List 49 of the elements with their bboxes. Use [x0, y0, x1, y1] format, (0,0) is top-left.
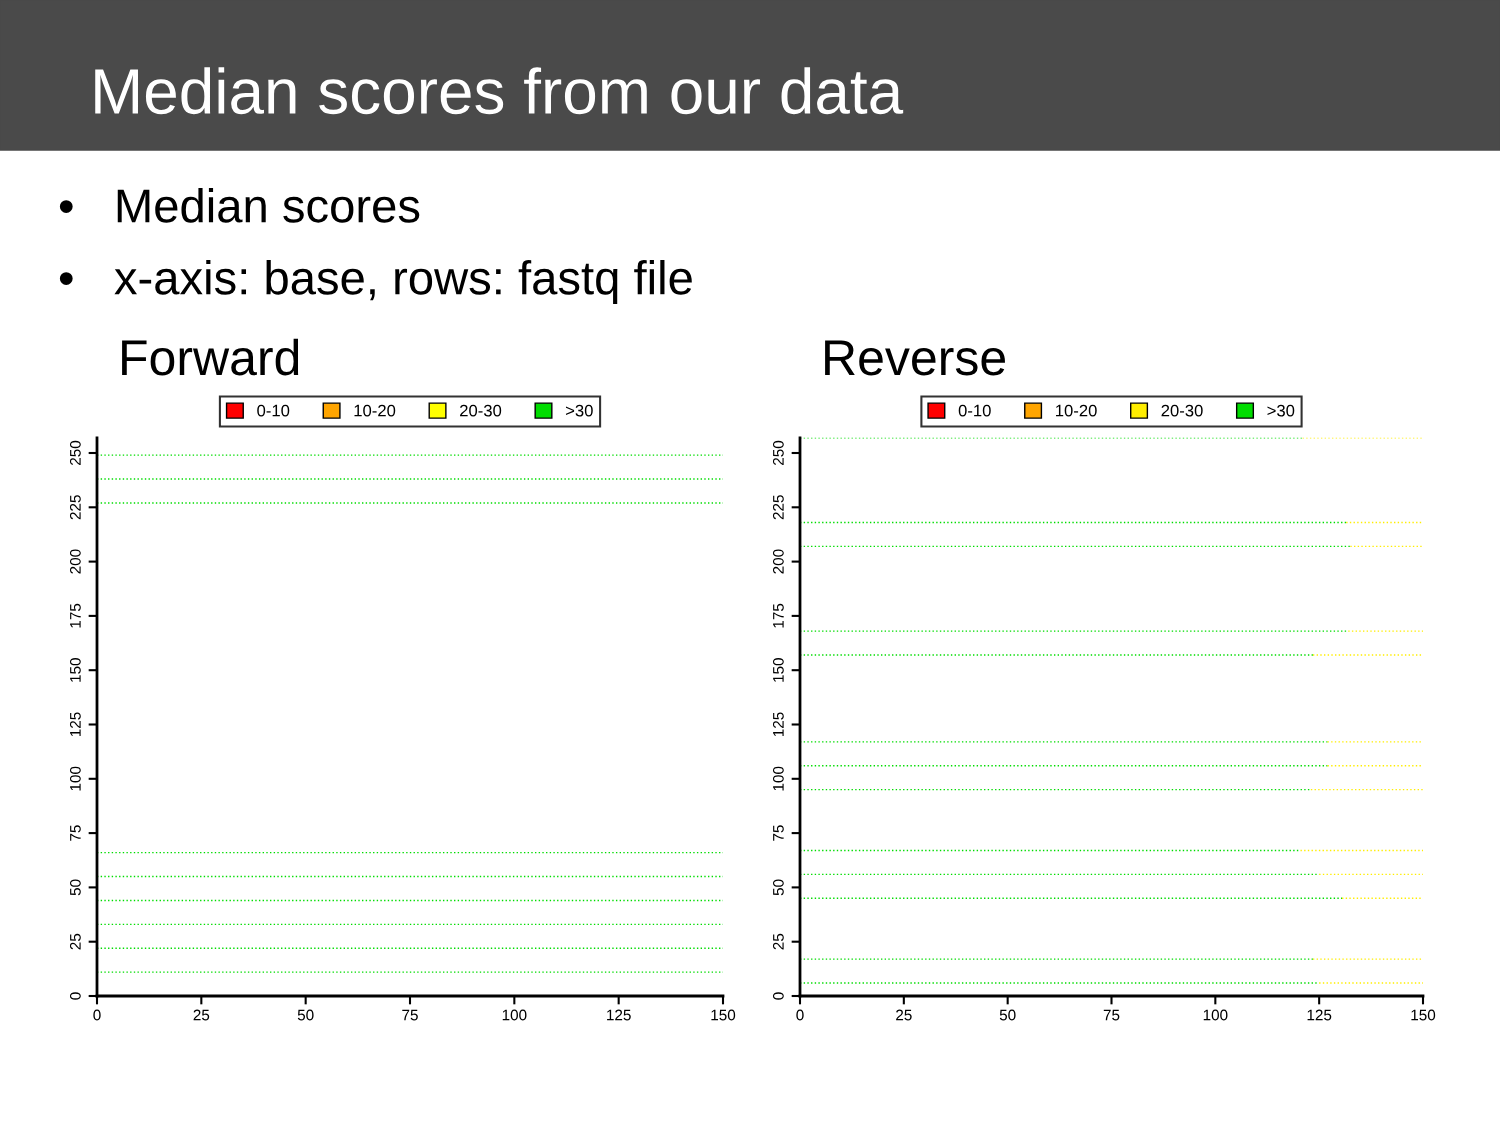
x-tick-label: 0 [93, 1009, 101, 1021]
y-tick-label: 50 [772, 879, 784, 896]
x-tick-label: 100 [1203, 1009, 1228, 1021]
x-tick-label: 150 [711, 1009, 736, 1021]
y-tick-label: 225 [772, 495, 784, 520]
text: • Median scores [59, 187, 420, 223]
y-tick-label: 200 [772, 549, 784, 574]
legend-label: 0-10 [958, 404, 991, 417]
chart-title: Reverse [825, 340, 1005, 376]
legend-label: 0-10 [257, 404, 290, 417]
y-tick-label: 250 [772, 440, 784, 465]
x-tick-label: 75 [1103, 1009, 1120, 1021]
y-tick-label: 100 [772, 766, 784, 791]
y-tick-label: 125 [772, 712, 784, 737]
text: Median scores from our data [95, 67, 904, 115]
x-tick-label: 50 [297, 1009, 314, 1021]
x-tick-label: 150 [1411, 1009, 1436, 1021]
x-tick-label: 25 [896, 1009, 912, 1021]
text: • x-axis: base, rows: fastq file [59, 259, 692, 305]
y-tick-label: 75 [773, 825, 784, 841]
y-tick-label: 200 [69, 549, 81, 574]
legend-label: 20-30 [1161, 404, 1203, 417]
y-tick-label: 175 [70, 603, 81, 628]
x-tick-label: 100 [502, 1009, 527, 1021]
y-tick-label: 50 [69, 879, 81, 896]
legend-label: >30 [1267, 404, 1295, 417]
x-tick-label: 50 [999, 1009, 1016, 1021]
y-tick-label: 0 [69, 992, 81, 1000]
x-tick-label: 125 [607, 1009, 631, 1021]
y-tick-label: 150 [772, 658, 784, 682]
legend-label: >30 [565, 404, 593, 417]
y-tick-label: 250 [69, 440, 81, 465]
y-tick-label: 225 [69, 495, 81, 520]
y-tick-label: 25 [772, 933, 784, 950]
y-tick-label: 25 [69, 933, 81, 950]
y-tick-label: 100 [69, 766, 81, 791]
y-tick-label: 75 [70, 825, 81, 841]
x-tick-label: 125 [1307, 1009, 1332, 1021]
y-tick-label: 0 [772, 992, 784, 1000]
y-tick-label: 175 [773, 603, 784, 628]
x-tick-label: 0 [796, 1009, 804, 1021]
y-tick-label: 150 [69, 658, 81, 682]
legend-label: 20-30 [460, 404, 502, 417]
x-tick-label: 25 [193, 1009, 210, 1021]
legend-label: 10-20 [1056, 404, 1097, 417]
legend-label: 10-20 [354, 404, 396, 417]
y-tick-label: 125 [69, 712, 81, 737]
x-tick-label: 75 [402, 1009, 418, 1021]
chart-title: Forward [122, 338, 299, 376]
